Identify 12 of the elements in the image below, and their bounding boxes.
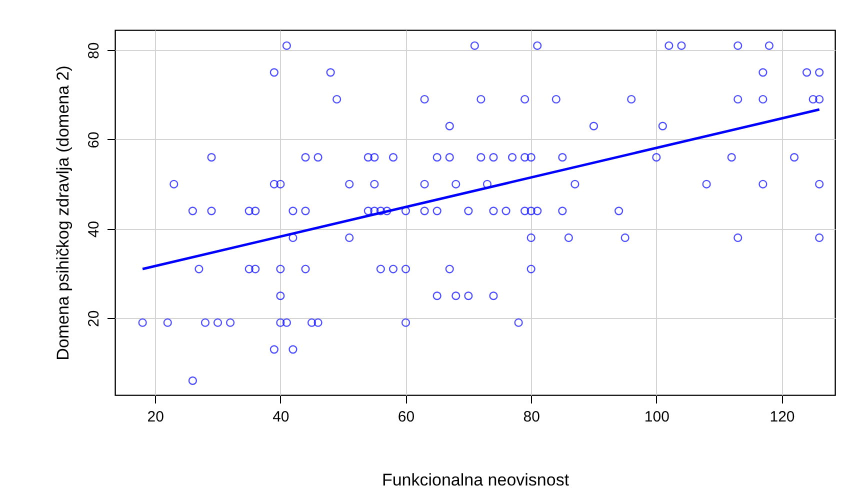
x-tick-label: 80 [523,408,540,426]
y-axis-title: Domena psihičkog zdravlja (domena 2) [54,66,72,360]
x-tick-label: 100 [644,408,670,426]
y-tick-label: 40 [86,220,102,238]
x-axis-title: Funkcionalna neovisnost [382,470,570,490]
y-tick-label: 20 [86,310,102,327]
x-tick-label: 20 [147,408,164,426]
y-tick-label: 60 [86,132,102,148]
y-tick-label: 80 [86,42,102,59]
x-tick-label: 40 [272,408,290,426]
x-tick-label: 60 [398,408,415,426]
x-tick-label: 120 [770,408,795,426]
